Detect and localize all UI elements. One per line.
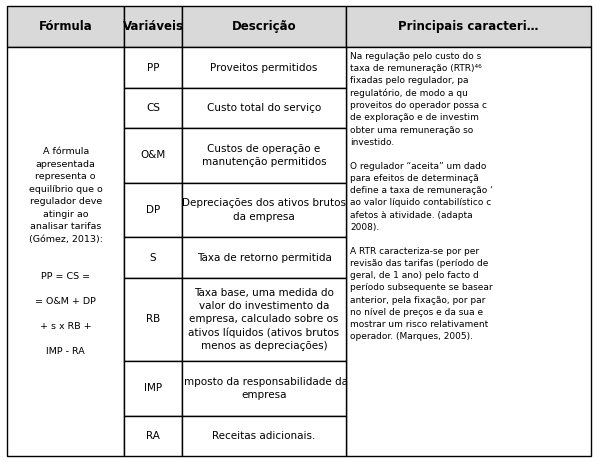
- Bar: [124, 416, 182, 456]
- Bar: [124, 361, 182, 416]
- Text: Custos de operação e
manutenção permitidos: Custos de operação e manutenção permitid…: [202, 144, 327, 167]
- Bar: [124, 88, 182, 128]
- Text: Proveitos permitidos: Proveitos permitidos: [210, 62, 318, 73]
- Bar: [124, 6, 182, 47]
- Text: DP: DP: [146, 205, 160, 215]
- Text: Taxa base, uma medida do
valor do investimento da
empresa, calculado sobre os
at: Taxa base, uma medida do valor do invest…: [188, 288, 340, 351]
- Text: Taxa de retorno permitida: Taxa de retorno permitida: [197, 253, 331, 262]
- Bar: [346, 6, 591, 47]
- Text: Principais caracteri…: Principais caracteri…: [398, 20, 538, 33]
- Text: Depreciações dos ativos brutos
da empresa: Depreciações dos ativos brutos da empres…: [182, 199, 346, 222]
- Bar: [7, 47, 124, 456]
- Bar: [182, 361, 346, 416]
- Text: O&M: O&M: [141, 151, 166, 160]
- Text: IMP: IMP: [144, 383, 162, 393]
- Bar: [7, 6, 124, 47]
- Bar: [124, 237, 182, 278]
- Bar: [124, 183, 182, 237]
- Text: Custo total do serviço: Custo total do serviço: [207, 103, 321, 113]
- Text: Na regulação pelo custo do s
taxa de remuneração (RTR)⁴⁶
fixadas pelo regulador,: Na regulação pelo custo do s taxa de rem…: [350, 52, 493, 341]
- Text: RA: RA: [147, 431, 160, 441]
- Text: Descrição: Descrição: [231, 20, 297, 33]
- Text: CS: CS: [146, 103, 160, 113]
- Text: Variáveis: Variáveis: [123, 20, 184, 33]
- Bar: [182, 183, 346, 237]
- Text: A fórmula
apresentada
representa o
equilíbrio que o
regulador deve
atingir ao
an: A fórmula apresentada representa o equil…: [29, 147, 103, 356]
- Bar: [346, 47, 591, 456]
- Bar: [124, 278, 182, 361]
- Text: S: S: [150, 253, 157, 262]
- Text: Fórmula: Fórmula: [39, 20, 93, 33]
- Bar: [124, 47, 182, 88]
- Bar: [182, 237, 346, 278]
- Text: Receitas adicionais.: Receitas adicionais.: [212, 431, 316, 441]
- Bar: [124, 128, 182, 183]
- Text: PP: PP: [147, 62, 160, 73]
- Bar: [182, 416, 346, 456]
- Bar: [182, 6, 346, 47]
- Bar: [182, 88, 346, 128]
- Bar: [182, 128, 346, 183]
- Bar: [182, 47, 346, 88]
- Text: RB: RB: [146, 314, 160, 324]
- Bar: [182, 278, 346, 361]
- Text: Imposto da responsabilidade da
empresa: Imposto da responsabilidade da empresa: [181, 377, 347, 400]
